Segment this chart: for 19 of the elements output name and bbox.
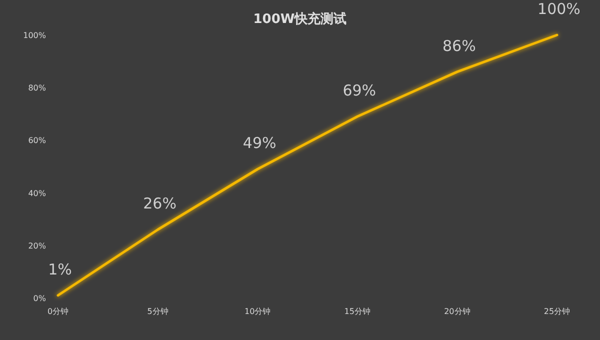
data-label: 100%	[538, 0, 580, 18]
data-label: 69%	[342, 82, 376, 100]
x-tick-label: 25分钟	[544, 307, 570, 316]
data-label: 26%	[143, 194, 176, 213]
x-tick-label: 10分钟	[244, 307, 271, 316]
y-tick-label: 100%	[23, 31, 46, 40]
x-tick-label: 20分钟	[444, 307, 470, 316]
y-tick-label: 40%	[28, 188, 46, 198]
y-tick-label: 80%	[28, 84, 46, 93]
x-tick-label: 5分钟	[147, 307, 168, 316]
x-tick-label: 0分钟	[47, 307, 69, 316]
y-tick-label: 20%	[28, 241, 46, 250]
x-tick-label: 15分钟	[344, 307, 370, 316]
chart-title: 100W快充测试	[253, 11, 347, 27]
data-label: 1%	[48, 260, 72, 278]
data-label: 86%	[442, 36, 476, 55]
data-label: 49%	[242, 134, 276, 152]
y-tick-label: 0%	[33, 294, 46, 303]
y-tick-label: 60%	[28, 136, 46, 146]
